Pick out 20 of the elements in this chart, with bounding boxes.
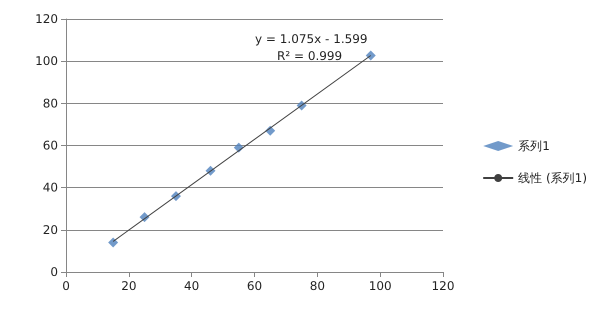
x-tick-label: 80: [310, 279, 325, 293]
y-tick-label: 120: [35, 12, 58, 26]
y-tick-label: 100: [35, 54, 58, 68]
y-tick-label: 40: [42, 180, 58, 195]
x-tick-label: 100: [368, 279, 392, 293]
x-tick-label: 120: [432, 279, 454, 293]
x-tick-label: 20: [121, 279, 136, 293]
annotation: R² = 0.999: [277, 49, 342, 63]
point: [366, 50, 376, 60]
x-tick-label: 40: [184, 279, 200, 293]
annotation: y = 1.075x - 1.599: [255, 32, 368, 46]
y-tick-label: 80: [42, 96, 58, 110]
legend-label: 线性 (系列1): [518, 171, 587, 185]
y-tick-label: 20: [42, 222, 58, 237]
x-tick-label: 0: [62, 279, 70, 293]
y-tick-label: 60: [42, 138, 58, 152]
x-tick-label: 60: [246, 279, 262, 293]
legend-label: 系列1: [518, 139, 550, 153]
point: [108, 237, 118, 248]
y-tick-label: 0: [50, 265, 58, 279]
